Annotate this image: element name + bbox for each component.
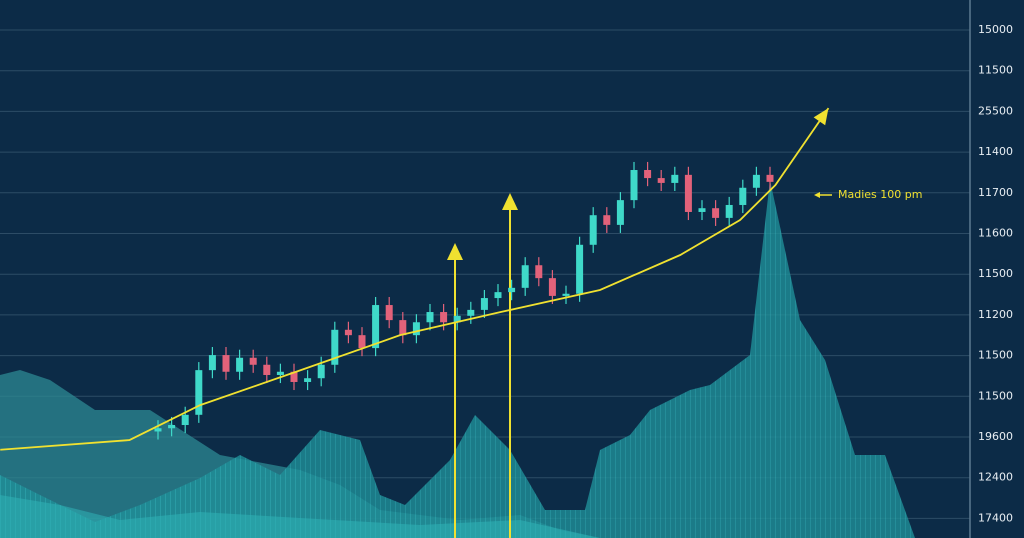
candle-body (304, 378, 312, 382)
y-tick-label: 11500 (978, 389, 1013, 402)
candle-body (576, 244, 584, 294)
candle-body (739, 187, 747, 205)
y-tick-label: 11500 (978, 349, 1013, 362)
candle-body (494, 292, 502, 299)
candle-body (508, 287, 516, 293)
candle-body (344, 329, 352, 336)
y-tick-label: 12400 (978, 471, 1013, 484)
candle-body (467, 309, 475, 316)
y-tick-label: 17400 (978, 511, 1013, 524)
candle-body (331, 329, 339, 365)
candle-body (440, 312, 448, 323)
candle-body (589, 215, 597, 245)
candle-body (603, 215, 611, 225)
candle-body (752, 174, 760, 188)
candle-body (412, 322, 420, 336)
candle-body (698, 208, 706, 212)
candle-body (426, 312, 434, 323)
candle-body (208, 355, 216, 371)
y-tick-label: 15000 (978, 23, 1013, 36)
moving-average-line (0, 107, 830, 451)
candle-body (222, 355, 230, 372)
y-tick-label: 25500 (978, 104, 1013, 117)
candle-body (562, 293, 570, 296)
vertical-marker (447, 243, 463, 538)
area-back (0, 370, 600, 538)
candle-body (671, 174, 679, 183)
annotation-text: Madies 100 pm (838, 188, 922, 201)
candle-body (480, 298, 488, 310)
candle-body (712, 208, 720, 218)
vertical-marker (502, 193, 518, 538)
candle-body (766, 174, 774, 182)
candle-body (521, 265, 529, 288)
area-mid (0, 180, 915, 538)
candle-body (616, 200, 624, 225)
candle-body (317, 364, 325, 379)
y-tick-label: 11600 (978, 227, 1013, 240)
arrow-head (813, 108, 829, 126)
candle-body (181, 414, 189, 426)
candle-body (195, 370, 203, 415)
annotation: Madies 100 pm (814, 188, 922, 201)
candle-body (630, 170, 638, 201)
candle-body (263, 364, 271, 375)
candle-body (276, 371, 284, 375)
candle-body (168, 425, 176, 429)
candle-body (657, 178, 665, 183)
candle-body (453, 315, 461, 323)
candle-body (236, 357, 244, 372)
y-tick-label: 11500 (978, 267, 1013, 280)
y-tick-label: 11700 (978, 186, 1013, 199)
candle-body (154, 428, 162, 432)
candle-body (725, 204, 733, 218)
y-tick-label: 11500 (978, 64, 1013, 77)
candle-body (249, 357, 257, 365)
area-front (0, 495, 600, 538)
candle-body (372, 305, 380, 349)
candle-body (358, 335, 366, 349)
y-tick-label: 19600 (978, 430, 1013, 443)
candle-body (290, 371, 298, 382)
candle-body (548, 278, 556, 296)
candle-body (399, 320, 407, 336)
candle-body (644, 170, 652, 179)
y-tick-label: 11400 (978, 145, 1013, 158)
plot (0, 107, 830, 451)
y-tick-label: 11200 (978, 308, 1013, 321)
candle-body (684, 174, 692, 212)
candle-body (535, 265, 543, 279)
candle-body (385, 305, 393, 321)
